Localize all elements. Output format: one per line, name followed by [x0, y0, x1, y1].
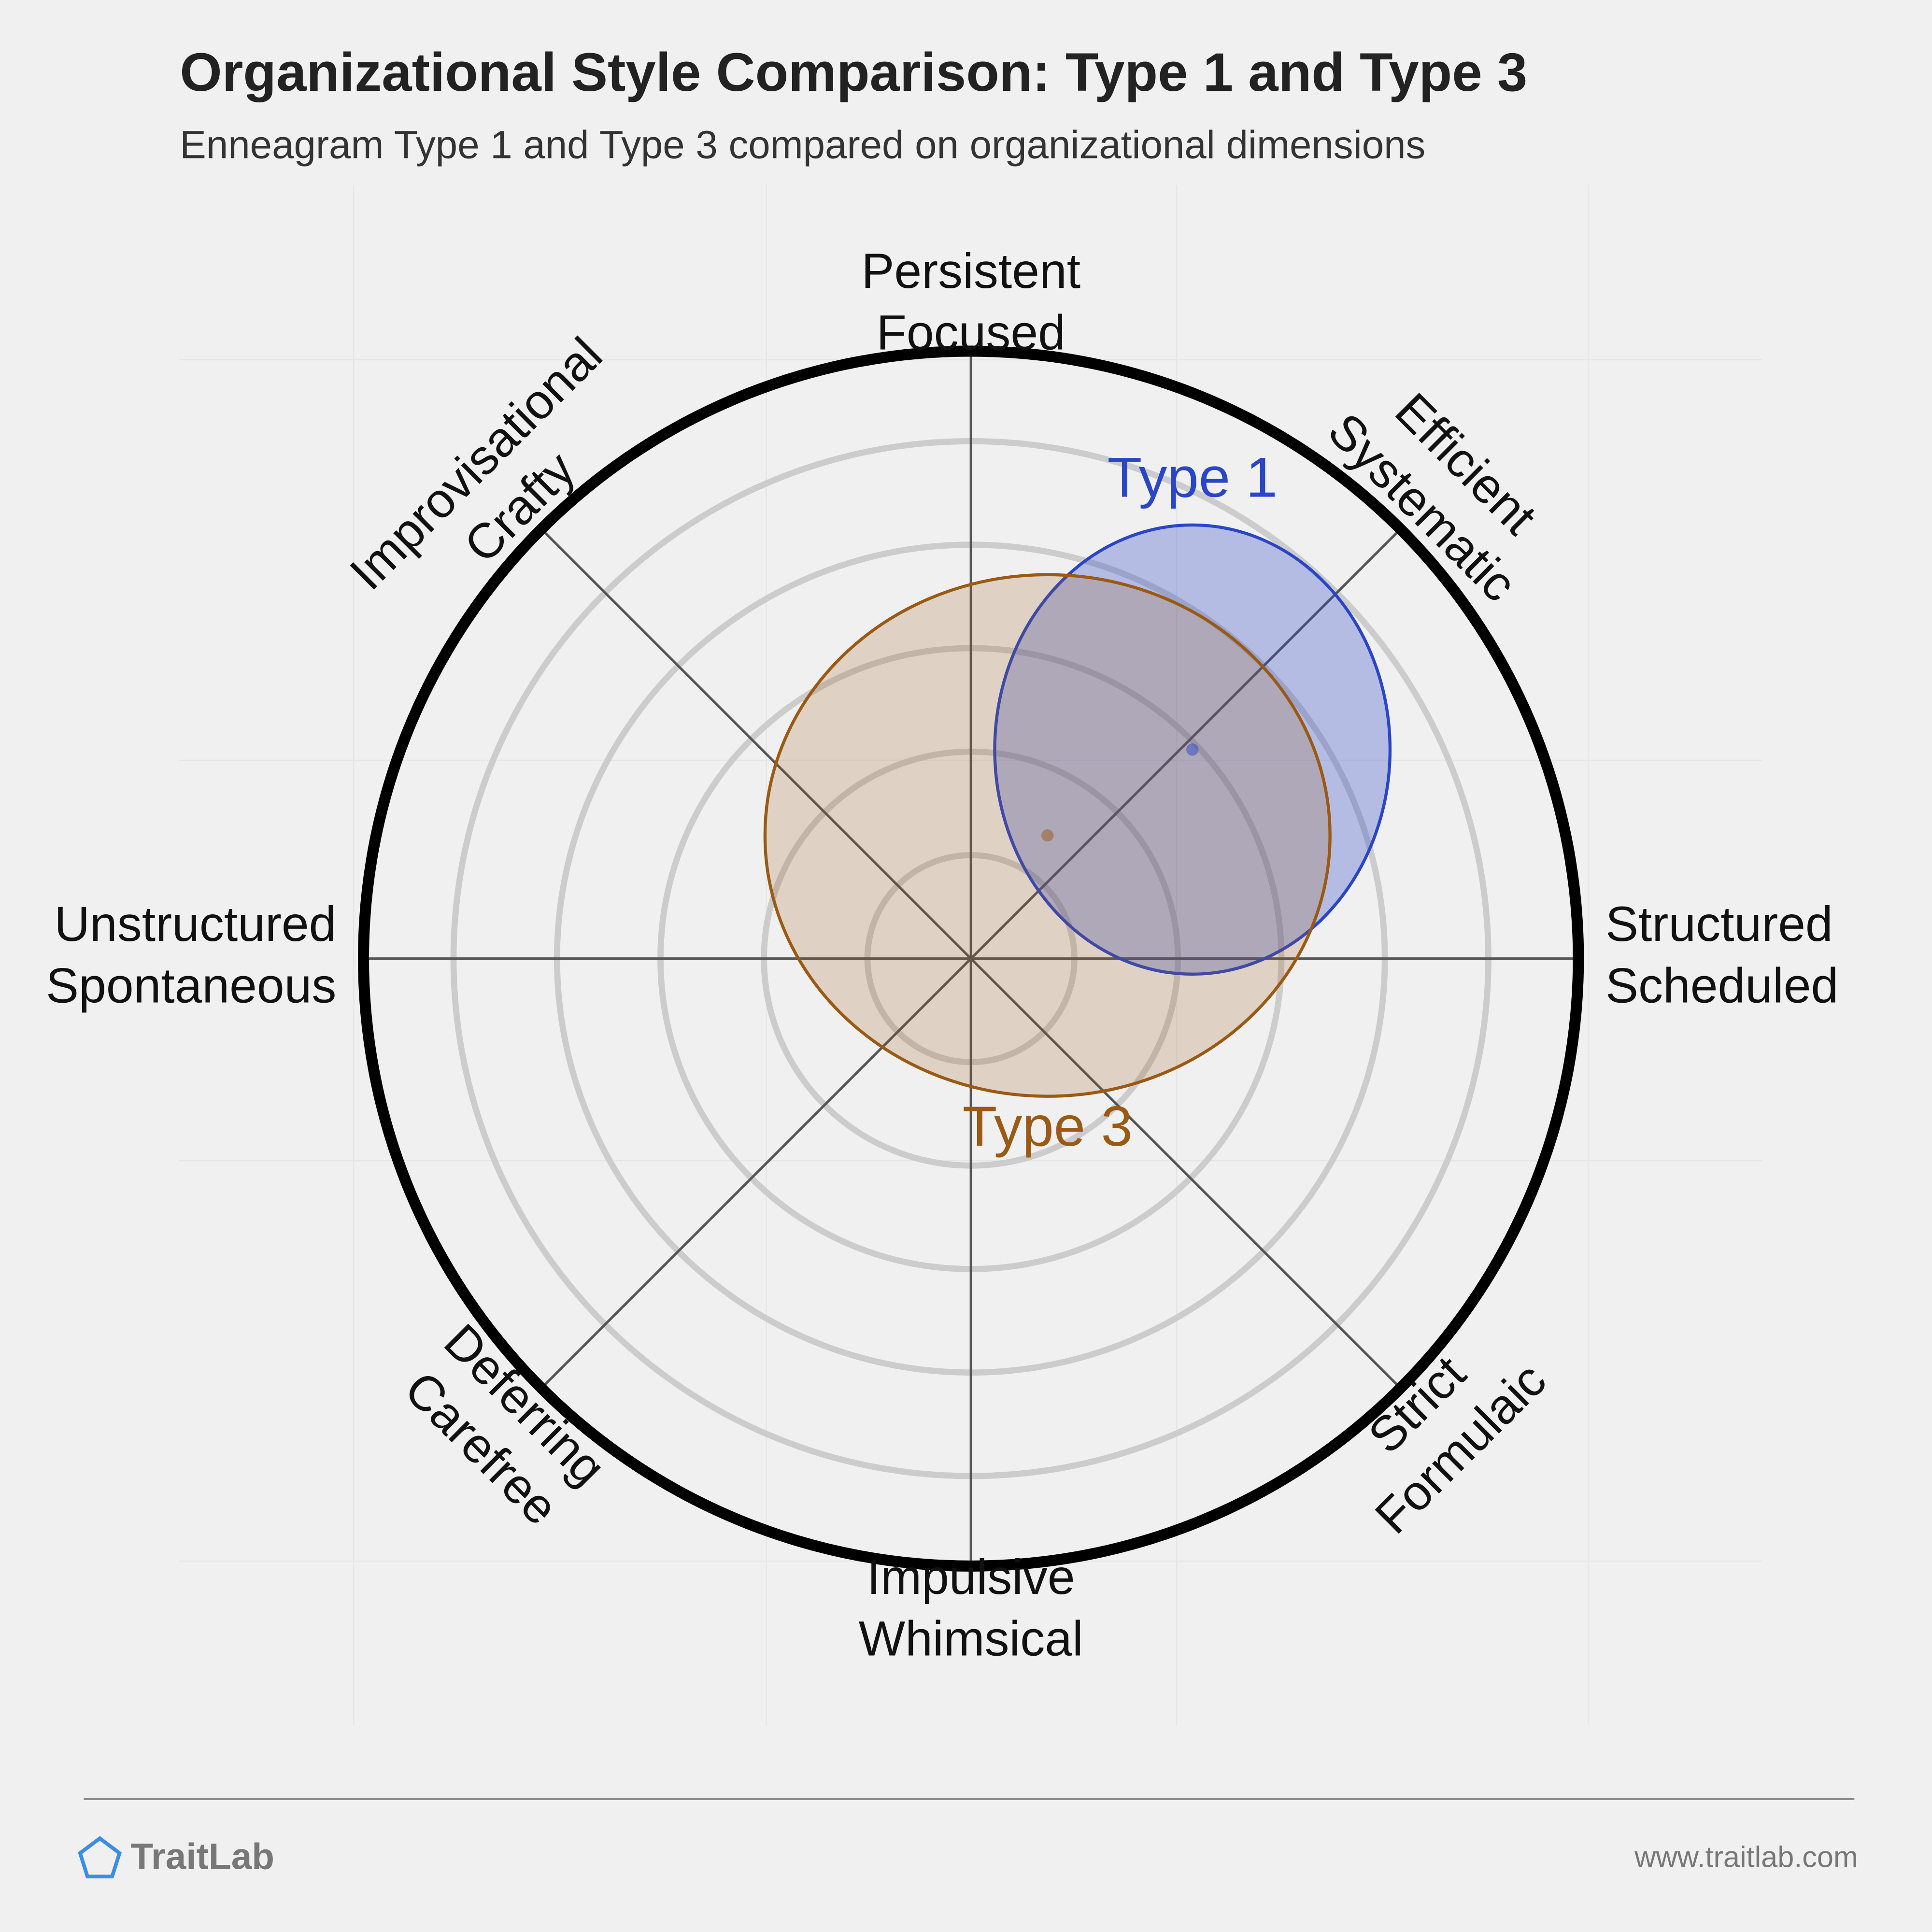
- axis-label-line: Spontaneous: [46, 958, 336, 1013]
- series-label: Type 1: [1108, 446, 1278, 509]
- axis-label-line: Whimsical: [859, 1611, 1083, 1666]
- axis-label-line: Scheduled: [1605, 958, 1838, 1013]
- axis-label: Persistent Focused: [861, 243, 1080, 360]
- axis-label: Impulsive Whimsical: [859, 1549, 1083, 1666]
- series-label: Type 3: [963, 1094, 1133, 1158]
- logo-icon: [78, 1836, 122, 1879]
- series-center: [1041, 829, 1054, 842]
- series-center: [1186, 743, 1199, 756]
- axis-line: [540, 528, 972, 960]
- url: www.traitlab.com: [1634, 1841, 1858, 1874]
- axis-label-line: Persistent: [861, 243, 1080, 298]
- axis-label-line: Focused: [877, 305, 1065, 360]
- axis-line: [540, 957, 972, 1389]
- axis-line: [970, 957, 1402, 1389]
- chart-title: Organizational Style Comparison: Type 1 …: [180, 42, 1527, 102]
- axis-label-line: Impulsive: [867, 1549, 1075, 1605]
- axis-label: Unstructured Spontaneous: [46, 896, 336, 1013]
- brand: TraitLab: [130, 1836, 274, 1877]
- chart-subtitle: Enneagram Type 1 and Type 3 compared on …: [180, 123, 1425, 167]
- axis-line: [970, 528, 1402, 960]
- axis-label-line: Unstructured: [54, 896, 336, 952]
- outer-ring: [358, 345, 1584, 1572]
- axis-label: Structured Scheduled: [1605, 896, 1838, 1013]
- axis-label-line: Structured: [1605, 896, 1833, 952]
